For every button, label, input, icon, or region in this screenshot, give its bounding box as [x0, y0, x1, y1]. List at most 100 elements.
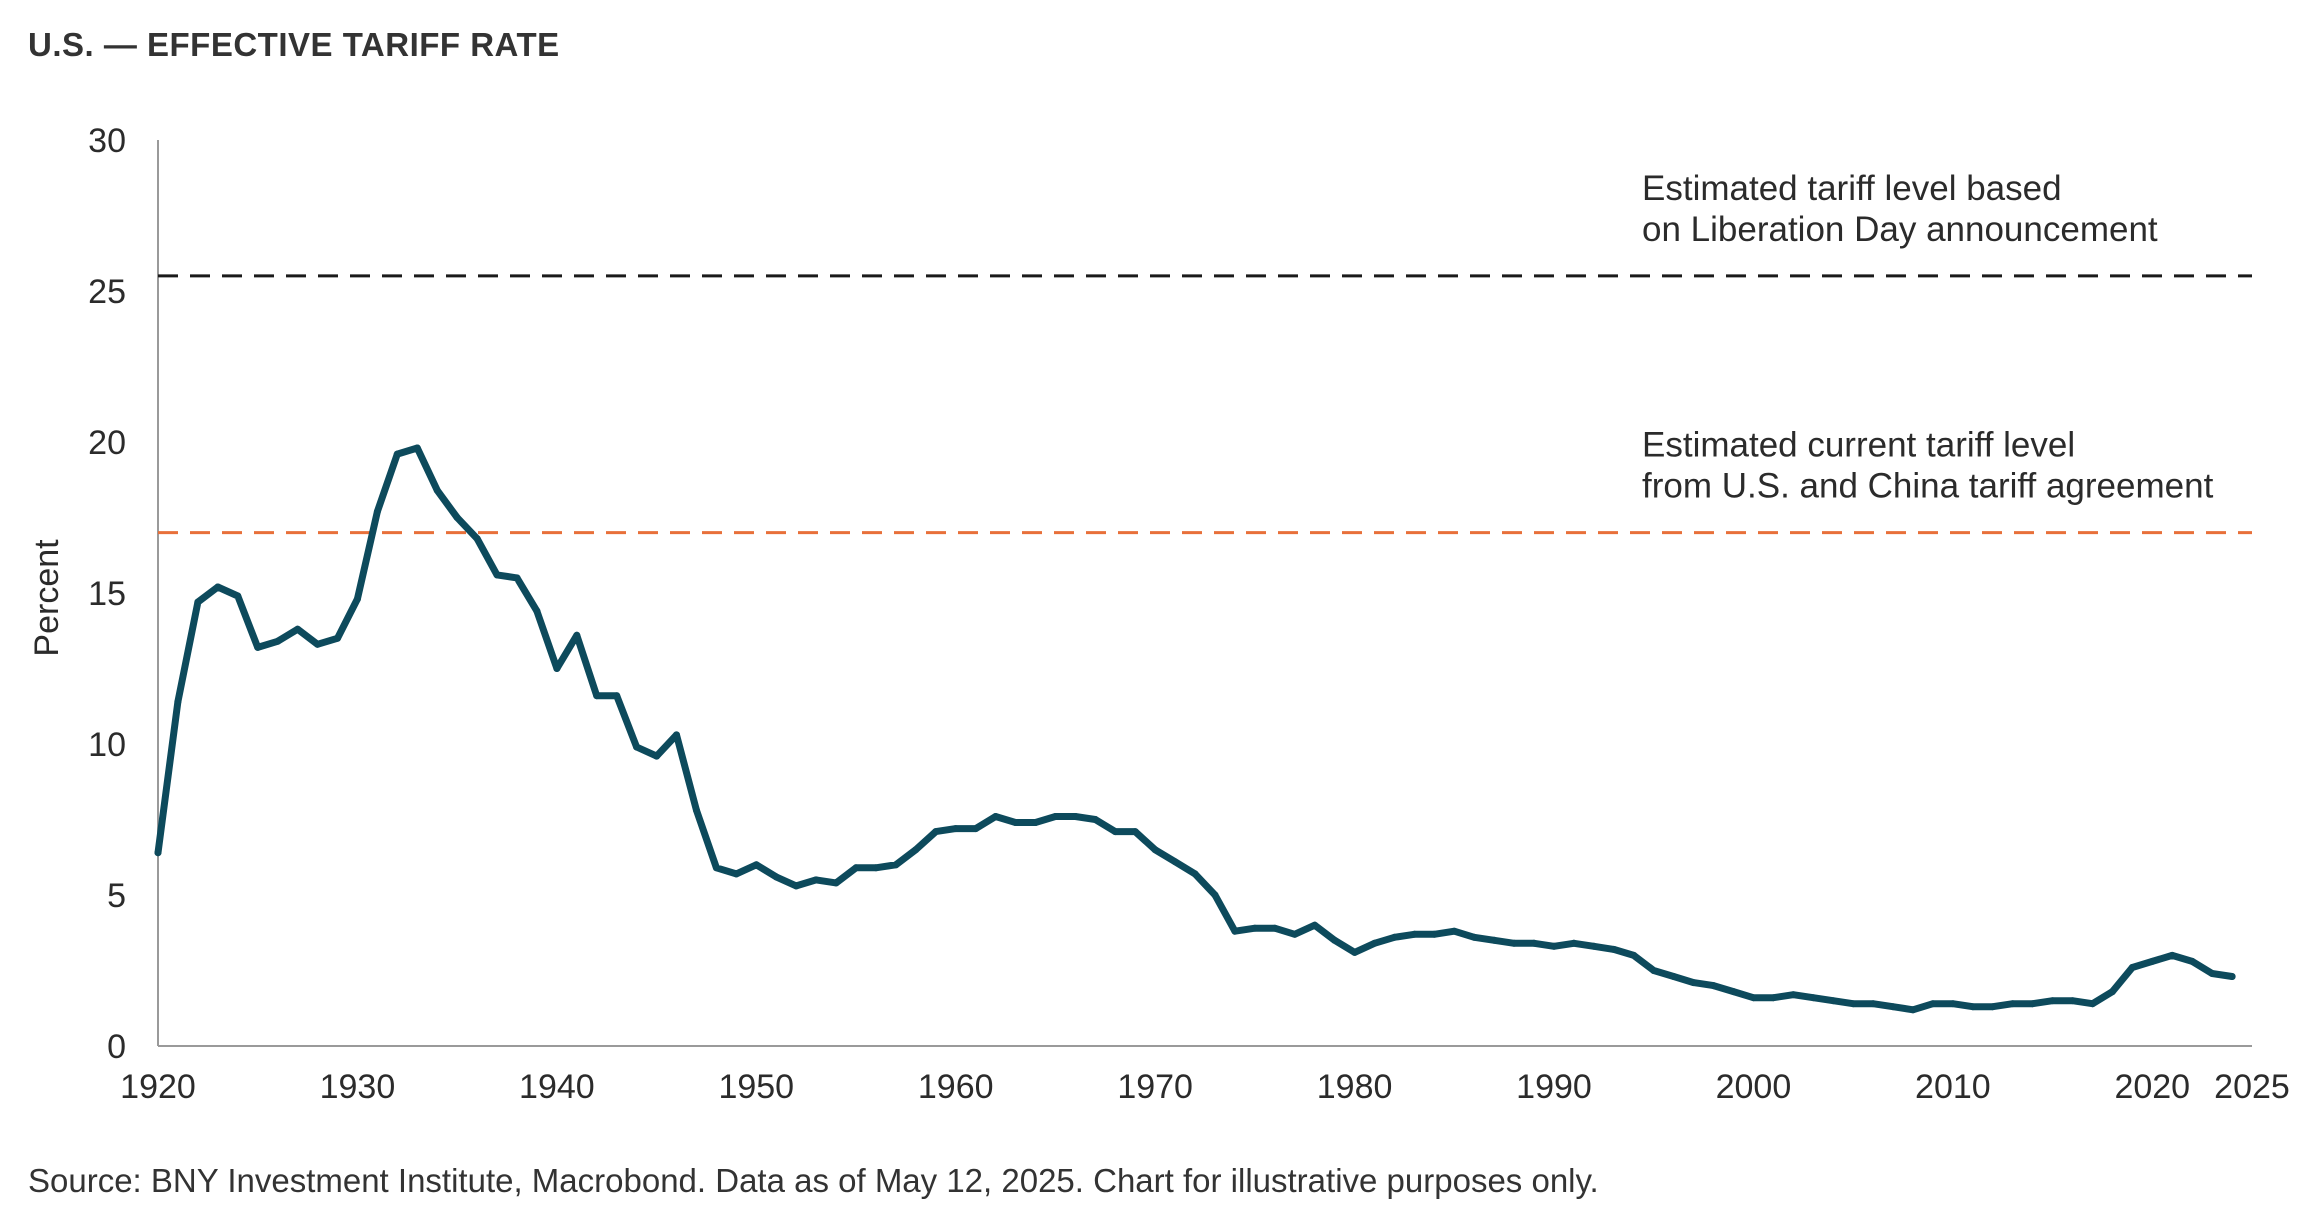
data-point-1933 — [413, 444, 421, 452]
x-tick-label-2020: 2020 — [2114, 1068, 2190, 1106]
data-point-1945 — [653, 752, 661, 760]
data-point-1932 — [393, 450, 401, 458]
data-point-1977 — [1291, 930, 1299, 938]
data-point-1947 — [693, 806, 700, 814]
data-point-1937 — [493, 571, 501, 579]
data-point-1983 — [1410, 930, 1418, 938]
data-point-1957 — [892, 861, 900, 869]
data-point-1978 — [1311, 921, 1319, 929]
y-tick-label-20: 20 — [88, 424, 126, 462]
y-axis-title: Percent — [28, 539, 66, 657]
series — [154, 444, 2236, 1014]
data-point-1992 — [1590, 942, 1598, 950]
data-point-2002 — [1789, 991, 1797, 999]
data-point-1963 — [1012, 819, 1019, 826]
data-point-1995 — [1650, 967, 1658, 974]
data-point-2009 — [1929, 1000, 1937, 1008]
y-tick-label-0: 0 — [107, 1028, 126, 1066]
source-note: Source: BNY Investment Institute, Macrob… — [28, 1162, 1599, 1199]
data-point-2005 — [1849, 1000, 1857, 1008]
x-tick-label-1920: 1920 — [120, 1068, 196, 1106]
data-point-2006 — [1869, 1000, 1877, 1008]
data-point-1955 — [852, 864, 860, 872]
data-point-1960 — [952, 825, 960, 833]
data-point-1942 — [593, 692, 601, 700]
data-point-2008 — [1909, 1006, 1917, 1014]
data-point-1936 — [473, 535, 481, 543]
data-point-2007 — [1889, 1003, 1897, 1011]
data-point-2010 — [1949, 1000, 1957, 1008]
data-point-1928 — [314, 640, 321, 648]
x-tick-label-1930: 1930 — [320, 1068, 396, 1106]
data-point-2016 — [2069, 997, 2076, 1005]
reference-label-2-line1: Estimated current tariff level — [1642, 426, 2075, 465]
reference-label-1-line1: Estimated tariff level based — [1642, 169, 2062, 208]
data-point-1998 — [1710, 982, 1717, 990]
x-tick-label-1960: 1960 — [918, 1068, 994, 1106]
data-point-1999 — [1730, 988, 1737, 996]
data-point-1985 — [1450, 927, 1458, 935]
data-point-1921 — [174, 698, 182, 706]
x-tick-label-2025: 2025 — [2214, 1068, 2290, 1106]
data-point-1972 — [1191, 870, 1199, 878]
data-point-1938 — [513, 574, 521, 582]
data-point-1961 — [972, 825, 980, 833]
data-point-1979 — [1331, 936, 1339, 944]
data-point-1927 — [294, 625, 302, 633]
data-point-1966 — [1071, 813, 1079, 820]
data-point-1948 — [712, 864, 720, 872]
data-point-1930 — [353, 595, 361, 603]
data-point-1949 — [732, 870, 740, 878]
data-point-1925 — [254, 643, 262, 651]
data-point-1946 — [673, 731, 680, 739]
data-point-1969 — [1131, 828, 1139, 836]
data-point-1970 — [1151, 846, 1159, 854]
data-point-1976 — [1271, 924, 1279, 932]
data-point-1922 — [194, 598, 202, 606]
data-point-1954 — [832, 879, 840, 887]
y-tick-label-30: 30 — [88, 122, 126, 160]
data-point-1975 — [1251, 924, 1259, 932]
y-tick-label-10: 10 — [88, 726, 126, 764]
data-point-1923 — [214, 583, 222, 591]
data-point-1968 — [1111, 828, 1119, 836]
data-point-1967 — [1091, 816, 1099, 823]
data-point-1982 — [1391, 933, 1398, 941]
reference-label-1-line2: on Liberation Day announcement — [1642, 210, 2158, 249]
data-point-2019 — [2128, 964, 2136, 971]
data-point-2014 — [2029, 1000, 2037, 1008]
data-point-1994 — [1630, 951, 1638, 959]
data-point-1952 — [792, 882, 800, 890]
data-point-1939 — [533, 607, 541, 615]
data-point-1935 — [453, 514, 461, 521]
data-point-1962 — [992, 813, 1000, 820]
data-point-1940 — [553, 665, 561, 672]
data-point-2013 — [2009, 1000, 2017, 1008]
data-point-1953 — [812, 876, 820, 884]
y-tick-label-15: 15 — [88, 575, 126, 613]
data-point-1987 — [1490, 936, 1498, 944]
data-point-1956 — [872, 864, 880, 872]
data-point-2015 — [2049, 997, 2057, 1005]
axes — [157, 140, 2252, 1047]
data-point-2017 — [2089, 1000, 2096, 1008]
data-point-1926 — [274, 637, 282, 645]
data-point-1980 — [1351, 948, 1359, 956]
data-point-2004 — [1829, 997, 1837, 1005]
data-point-1931 — [373, 508, 381, 515]
data-point-2001 — [1769, 994, 1777, 1002]
data-point-1991 — [1570, 939, 1578, 947]
data-point-1941 — [573, 631, 581, 639]
data-point-1997 — [1690, 979, 1698, 987]
chart-title: U.S. — EFFECTIVE TARIFF RATE — [28, 26, 560, 63]
data-point-1984 — [1430, 930, 1438, 938]
data-point-1974 — [1231, 927, 1239, 935]
data-point-1959 — [932, 828, 940, 836]
data-point-1996 — [1670, 973, 1678, 980]
data-point-1950 — [752, 861, 760, 869]
data-point-1929 — [334, 634, 341, 642]
data-point-2020 — [2148, 957, 2156, 965]
y-tick-label-25: 25 — [88, 273, 126, 311]
